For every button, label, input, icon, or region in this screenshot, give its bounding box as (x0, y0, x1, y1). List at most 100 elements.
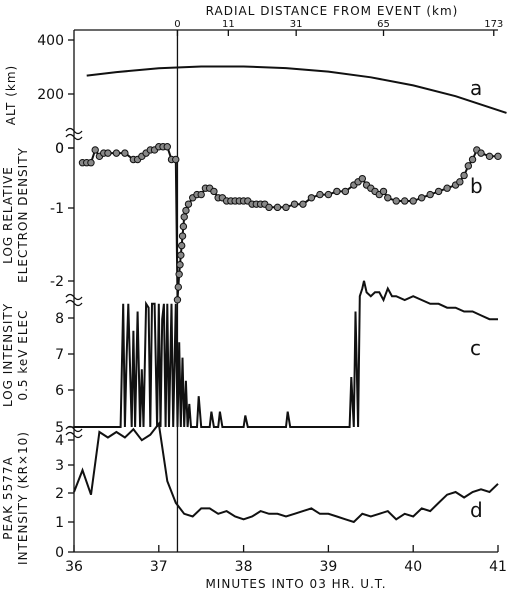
data-point (409, 197, 417, 205)
x-tick-label: 36 (65, 559, 83, 575)
x-tick-label: 38 (235, 559, 253, 575)
data-point (177, 251, 185, 259)
top-tick-label: 31 (290, 19, 303, 30)
x-axis-title: MINUTES INTO 03 HR. U.T. (205, 577, 386, 591)
y-tick-label: 400 (37, 33, 64, 49)
top-tick-label: 0 (174, 19, 180, 30)
series-line (73, 421, 499, 524)
y-tick-label: 3 (55, 458, 64, 474)
series-line (74, 280, 498, 428)
data-point (87, 158, 95, 167)
y-tick-label: 1 (55, 515, 64, 531)
data-point (282, 203, 290, 212)
data-point (178, 232, 187, 240)
data-point (112, 149, 121, 157)
data-point (179, 222, 188, 231)
data-point (477, 149, 485, 157)
panels: 400 200 0 ALT (km) a 0 -1 -2 LOG RELATIVE ELECTRO… (1, 33, 507, 565)
panel-a: 400 200 0 ALT (km) a (4, 33, 507, 157)
data-point (434, 187, 443, 196)
data-point (290, 200, 299, 208)
axis-break-mark (65, 133, 83, 141)
panel-letter: c (470, 336, 481, 360)
x-tick-label: 37 (150, 559, 168, 575)
axis-break-mark (65, 425, 83, 433)
panel-c: 8 7 6 5 LOG INTENSITY 0.5 keV ELEC c (1, 280, 498, 436)
data-point (197, 190, 205, 199)
data-point (175, 270, 183, 279)
data-point (91, 146, 99, 154)
data-point (464, 162, 473, 170)
data-point (121, 149, 129, 157)
data-point (341, 187, 350, 196)
panel-letter: a (470, 76, 482, 100)
data-point (299, 200, 307, 208)
panel-d: 4 3 2 1 0 PEAK 5577A INTENSITY (KR×10) d (1, 421, 499, 565)
data-point (485, 152, 494, 161)
y-axis-title: LOG RELATIVE (1, 166, 15, 264)
data-point (333, 187, 341, 196)
data-point (184, 200, 193, 208)
x-tick-label: 41 (489, 559, 507, 575)
data-point (384, 194, 392, 202)
axis-break-mark (65, 293, 83, 301)
data-point (273, 203, 282, 212)
y-tick-label: 5 (55, 420, 64, 436)
x-tick-label: 39 (319, 559, 337, 575)
top-tick-label: 11 (222, 19, 235, 30)
y-tick-label: 6 (55, 383, 64, 399)
panel-letter: d (470, 498, 483, 522)
data-point (443, 184, 451, 192)
y-tick-label: 0 (55, 141, 64, 157)
x-tick-label: 40 (404, 559, 422, 575)
series-line (82, 145, 498, 300)
data-point (324, 190, 333, 199)
data-point (494, 152, 502, 161)
axis-break-mark (65, 299, 83, 307)
series-line (86, 65, 507, 114)
data-point (307, 194, 316, 202)
axis-break-mark (65, 127, 83, 135)
data-point (265, 203, 273, 212)
data-point (358, 174, 367, 183)
y-axis-title: PEAK 5577A (1, 456, 15, 539)
data-point (460, 171, 468, 180)
data-point (182, 206, 190, 215)
y-tick-label: 4 (55, 433, 64, 449)
data-point (104, 149, 112, 157)
top-axis-ticks: 0 11 31 65 173 (174, 19, 503, 36)
y-axis-title: LOG INTENSITY (1, 303, 15, 407)
data-point (426, 190, 434, 199)
y-tick-label: 7 (55, 347, 64, 363)
y-tick-label: -2 (50, 274, 64, 290)
panel-b: 0 -1 -2 LOG RELATIVE ELECTRON DENSITY b (1, 141, 502, 304)
data-point (180, 213, 188, 221)
data-point (173, 296, 182, 304)
data-point (401, 197, 409, 205)
data-point (417, 194, 426, 202)
data-point (392, 197, 400, 205)
y-axis-title: INTENSITY (KR×10) (16, 431, 30, 565)
top-axis-title: RADIAL DISTANCE FROM EVENT (km) (206, 4, 459, 18)
y-tick-label: 0 (55, 545, 64, 561)
data-point (177, 241, 186, 250)
y-tick-label: -1 (50, 201, 64, 217)
top-tick-label: 65 (377, 19, 390, 30)
y-axis-title: ALT (km) (4, 65, 18, 125)
y-tick-label: 200 (37, 87, 64, 103)
top-tick-label: 173 (484, 19, 503, 30)
data-point (379, 187, 388, 196)
y-tick-label: 0 (55, 141, 64, 157)
data-point (163, 143, 171, 151)
y-tick-label: 8 (55, 311, 64, 327)
data-point (210, 187, 218, 196)
panel-letter: b (470, 174, 483, 198)
data-point (172, 155, 180, 164)
axis-break-mark (65, 431, 83, 439)
data-point (468, 155, 477, 164)
y-axis-title: 0.5 keV ELEC (16, 309, 30, 400)
y-axis-title: ELECTRON DENSITY (16, 147, 30, 283)
x-axis-ticks: 36 37 38 39 40 41 (65, 545, 507, 575)
data-point (316, 190, 324, 199)
